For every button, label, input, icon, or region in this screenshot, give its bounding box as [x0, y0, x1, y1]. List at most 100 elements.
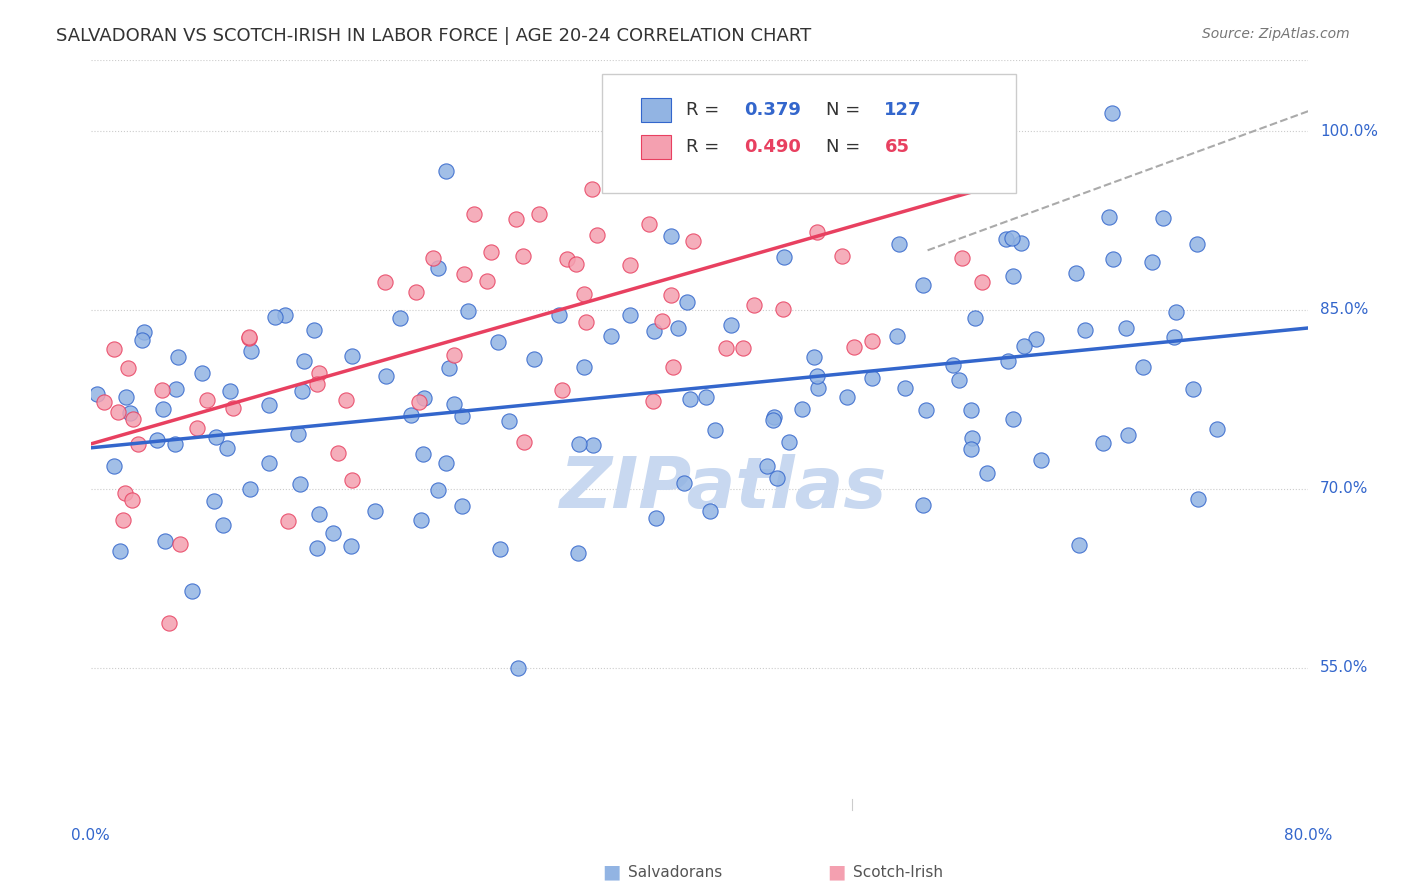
- Point: [186, 420, 208, 434]
- Point: [1098, 210, 1121, 224]
- Point: [1164, 305, 1187, 319]
- Point: [659, 229, 682, 244]
- Point: [567, 546, 589, 560]
- Point: [772, 302, 794, 317]
- Point: [557, 252, 579, 266]
- Point: [661, 360, 683, 375]
- Point: [803, 350, 825, 364]
- Point: [1118, 428, 1140, 442]
- Point: [948, 374, 970, 388]
- Text: ■: ■: [602, 863, 621, 882]
- Point: [263, 310, 285, 324]
- Point: [1001, 412, 1024, 426]
- Point: [443, 348, 465, 362]
- Point: [121, 412, 143, 426]
- Point: [304, 323, 326, 337]
- Point: [638, 217, 661, 231]
- Point: [453, 267, 475, 281]
- Point: [842, 340, 865, 354]
- Point: [288, 477, 311, 491]
- Text: R =: R =: [686, 137, 725, 156]
- Point: [942, 358, 965, 372]
- Point: [648, 88, 671, 103]
- Point: [107, 404, 129, 418]
- Point: [132, 325, 155, 339]
- Point: [1132, 360, 1154, 375]
- Point: [408, 395, 430, 409]
- Point: [860, 371, 883, 385]
- Point: [451, 500, 474, 514]
- Point: [305, 376, 328, 391]
- Point: [976, 467, 998, 481]
- Point: [239, 482, 262, 496]
- Point: [1181, 382, 1204, 396]
- Point: [915, 402, 938, 417]
- Point: [1064, 266, 1087, 280]
- Point: [475, 274, 498, 288]
- Point: [893, 381, 915, 395]
- Point: [375, 368, 398, 383]
- Point: [422, 251, 444, 265]
- Point: [374, 275, 396, 289]
- Point: [150, 383, 173, 397]
- Text: N =: N =: [825, 101, 866, 119]
- Point: [191, 366, 214, 380]
- Point: [434, 163, 457, 178]
- Point: [807, 381, 830, 395]
- Point: [714, 342, 737, 356]
- Point: [568, 437, 591, 451]
- Point: [733, 341, 755, 355]
- Point: [960, 442, 983, 456]
- Text: 55.0%: 55.0%: [1320, 660, 1368, 675]
- Point: [1102, 252, 1125, 266]
- Point: [1074, 323, 1097, 337]
- Point: [401, 408, 423, 422]
- Point: [806, 369, 828, 384]
- Point: [152, 401, 174, 416]
- Text: 0.0%: 0.0%: [72, 829, 110, 844]
- Text: 100.0%: 100.0%: [1320, 124, 1378, 138]
- Point: [790, 402, 813, 417]
- Text: ZIPatlas: ZIPatlas: [560, 454, 887, 523]
- Point: [960, 431, 983, 445]
- Point: [742, 298, 765, 312]
- FancyBboxPatch shape: [641, 135, 671, 159]
- Text: ■: ■: [827, 863, 846, 882]
- Point: [676, 294, 699, 309]
- Text: 85.0%: 85.0%: [1320, 302, 1368, 318]
- Text: Source: ZipAtlas.com: Source: ZipAtlas.com: [1202, 27, 1350, 41]
- Point: [153, 534, 176, 549]
- Point: [643, 324, 665, 338]
- Point: [666, 321, 689, 335]
- Point: [695, 390, 717, 404]
- Point: [1101, 106, 1123, 120]
- Point: [412, 447, 434, 461]
- Point: [308, 507, 330, 521]
- Point: [411, 513, 433, 527]
- Point: [481, 244, 503, 259]
- Point: [238, 331, 260, 345]
- Point: [121, 492, 143, 507]
- Point: [342, 473, 364, 487]
- Point: [165, 382, 187, 396]
- Point: [443, 397, 465, 411]
- Text: Scotch-Irish: Scotch-Irish: [853, 865, 943, 880]
- Point: [169, 537, 191, 551]
- Point: [952, 251, 974, 265]
- Point: [291, 384, 314, 399]
- Point: [488, 542, 510, 557]
- Point: [575, 315, 598, 329]
- Point: [117, 361, 139, 376]
- Point: [202, 494, 225, 508]
- Point: [1069, 538, 1091, 552]
- Point: [287, 427, 309, 442]
- Point: [165, 437, 187, 451]
- Point: [463, 206, 485, 220]
- Point: [835, 390, 858, 404]
- Text: N =: N =: [825, 137, 866, 156]
- Point: [292, 354, 315, 368]
- Point: [326, 446, 349, 460]
- Point: [427, 260, 450, 275]
- Text: 65: 65: [884, 137, 910, 156]
- Text: 80.0%: 80.0%: [1284, 829, 1333, 844]
